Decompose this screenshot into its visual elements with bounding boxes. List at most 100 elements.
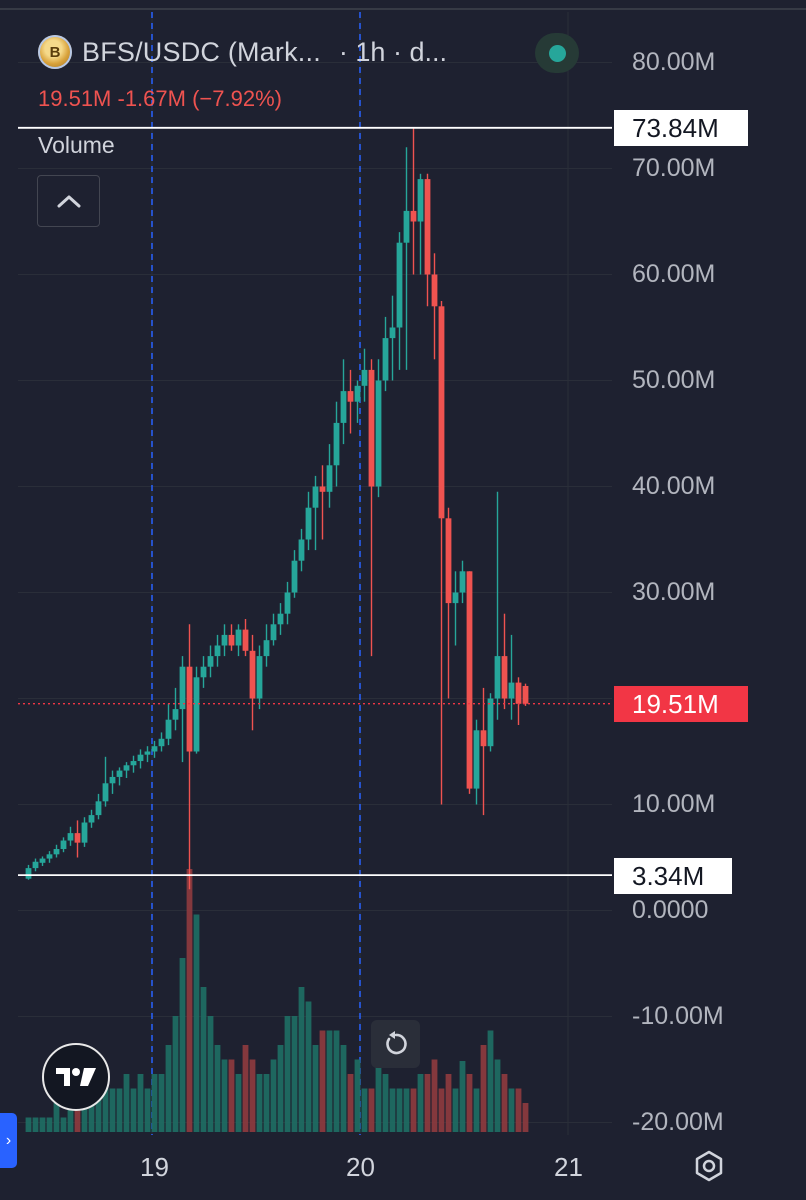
timeframe-label[interactable]: · 1h · d... <box>338 36 447 67</box>
volume-bar <box>137 1074 144 1132</box>
candle-body <box>256 656 263 699</box>
candle-body <box>459 571 466 593</box>
volume-bar <box>25 1117 32 1132</box>
volume-bar <box>228 1059 235 1132</box>
collapse-indicators-button[interactable] <box>37 175 100 227</box>
candle-body <box>144 751 151 755</box>
expand-side-panel-button[interactable]: › <box>0 1113 17 1168</box>
candle-body <box>123 765 130 771</box>
volume-bar <box>410 1088 417 1132</box>
volume-bar <box>389 1088 396 1132</box>
candle-body <box>32 861 39 869</box>
volume-bar <box>165 1045 172 1132</box>
time-axis-label: 21 <box>554 1152 583 1182</box>
candle-body <box>494 656 501 699</box>
candle-body <box>312 486 319 508</box>
volume-bar <box>494 1059 501 1132</box>
volume-bar <box>487 1030 494 1132</box>
volume-bar <box>123 1074 130 1132</box>
candle-body <box>473 730 480 789</box>
volume-bar <box>88 1103 95 1132</box>
bfs-coin-icon: B <box>38 35 72 69</box>
candle-body <box>361 369 368 386</box>
candle-body <box>130 761 137 766</box>
candle-body <box>179 666 186 710</box>
volume-bar <box>424 1074 431 1132</box>
volume-bar <box>200 987 207 1132</box>
chevron-right-icon: › <box>5 1131 12 1149</box>
candle-body <box>347 391 354 402</box>
candle-body <box>487 698 494 747</box>
candle-body <box>81 822 88 843</box>
volume-bar <box>459 1061 466 1132</box>
volume-bar <box>284 1016 291 1132</box>
volume-bar <box>466 1074 473 1132</box>
symbol-name[interactable]: BFS/USDC (Mark... <box>82 36 321 67</box>
candle-body <box>431 274 438 307</box>
volume-bar <box>522 1103 529 1132</box>
price-axis-label: 30.00M <box>632 578 716 606</box>
candle-body <box>270 624 277 641</box>
volume-bar <box>46 1117 53 1132</box>
volume-bar <box>480 1045 487 1132</box>
volume-bar <box>207 1016 214 1132</box>
volume-bar <box>53 1103 60 1132</box>
tradingview-logo-icon[interactable] <box>42 1043 110 1111</box>
volume-indicator-label[interactable]: Volume <box>38 132 115 158</box>
volume-bar <box>508 1088 515 1132</box>
candle-body <box>333 422 340 466</box>
volume-bar <box>60 1117 67 1132</box>
volume-bar <box>347 1074 354 1132</box>
market-status-indicator[interactable] <box>535 33 579 73</box>
volume-bar <box>242 1045 249 1132</box>
volume-bar <box>214 1045 221 1132</box>
time-axis-label: 19 <box>140 1152 169 1182</box>
candle-body <box>109 776 116 784</box>
candle-body <box>277 613 284 625</box>
reset-chart-button[interactable] <box>371 1020 420 1068</box>
low-price-tag: 3.34M <box>614 858 732 894</box>
volume-bar <box>431 1059 438 1132</box>
candle-body <box>389 327 396 339</box>
volume-bar <box>172 1016 179 1132</box>
candle-body <box>137 754 144 762</box>
volume-bar <box>403 1088 410 1132</box>
volume-bar <box>438 1088 445 1132</box>
volume-bar <box>319 1030 326 1132</box>
live-status-icon <box>548 44 566 62</box>
volume-bar <box>67 1103 74 1132</box>
high-price-tag: 73.84M <box>614 110 748 146</box>
tradingview-mark-icon <box>56 1068 96 1086</box>
candle-body <box>452 592 459 604</box>
volume-bar <box>109 1088 116 1132</box>
volume-bar <box>193 914 200 1132</box>
candle-body <box>53 849 60 855</box>
candle-body <box>438 306 445 519</box>
price-axis-label: -10.00M <box>632 1002 724 1030</box>
candle-body <box>95 801 102 816</box>
candle-body <box>305 507 312 540</box>
candle-body <box>88 815 95 823</box>
candle-body <box>172 709 179 720</box>
price-axis-label: 60.00M <box>632 260 716 288</box>
price-axis-label: 10.00M <box>632 790 716 818</box>
candle-body <box>228 634 235 646</box>
candle-body <box>200 666 207 678</box>
price-axis-label: 50.00M <box>632 366 716 394</box>
volume-bar <box>361 1088 368 1132</box>
candle-body <box>291 560 298 593</box>
volume-bar <box>158 1074 165 1132</box>
settings-hexagon-icon[interactable] <box>692 1149 726 1183</box>
candle-body <box>207 656 214 667</box>
volume-bar <box>144 1088 151 1132</box>
volume-bar <box>298 987 305 1132</box>
candle-body <box>403 210 410 243</box>
volume-bar <box>396 1088 403 1132</box>
volume-bar <box>368 1088 375 1132</box>
candle-body <box>417 179 424 222</box>
volume-bar <box>354 1059 361 1132</box>
candle-body <box>67 833 74 841</box>
candle-body <box>501 656 508 699</box>
